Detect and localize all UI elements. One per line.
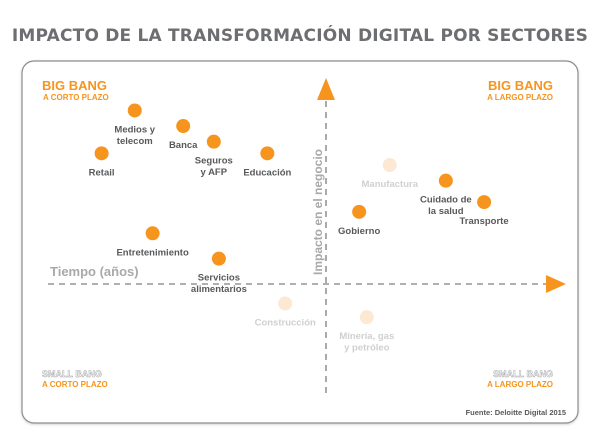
point-gobierno: Gobierno (338, 204, 380, 237)
y-axis-arrow-icon (317, 78, 335, 100)
point-retail: Retail (89, 146, 115, 178)
point-banca: Banca (169, 119, 198, 151)
chart-frame (21, 60, 579, 424)
quadrant-bottom-right-title: SMALL BANG (493, 369, 553, 379)
point-label: Minería, gas (339, 331, 394, 342)
quadrant-top-left-title: BIG BANG (42, 78, 107, 93)
point-label: la salud (428, 206, 464, 217)
point-label: Construcción (255, 318, 316, 329)
scatter-dot (359, 310, 374, 325)
x-axis-label: Tiempo (años) (50, 264, 139, 279)
quadrant-bottom-right-subtitle: A LARGO PLAZO (487, 380, 553, 389)
point-educacion: Educación (243, 146, 292, 178)
point-label: Retail (89, 167, 115, 178)
scatter-dot (278, 296, 293, 311)
point-label: y AFP (201, 167, 228, 178)
quadrant-bottom-left-title: SMALL BANG (42, 369, 102, 379)
point-label: Seguros (195, 156, 233, 167)
point-label: Educación (243, 167, 291, 178)
point-label: Servicios (198, 273, 240, 284)
point-label: alimentarios (191, 284, 247, 295)
scatter-dot (94, 146, 109, 161)
quadrant-labels: BIG BANG A CORTO PLAZO BIG BANG A LARGO … (42, 78, 554, 389)
y-axis-label: Impacto en el negocio (311, 149, 325, 275)
point-label: Transporte (460, 216, 509, 227)
point-label: Manufactura (362, 179, 419, 190)
point-label: Gobierno (338, 226, 380, 237)
quadrant-top-left-subtitle: A CORTO PLAZO (43, 93, 109, 102)
scatter-dot (352, 204, 367, 219)
point-transporte: Transporte (460, 195, 509, 227)
axes: Tiempo (años) Impacto en el negocio (48, 78, 566, 393)
point-label: Medios y (114, 124, 155, 135)
point-label: Entretenimiento (116, 247, 189, 258)
quadrant-top-right-title: BIG BANG (488, 78, 553, 93)
point-manufactura: Manufactura (362, 158, 419, 190)
quadrant-bottom-left-subtitle: A CORTO PLAZO (42, 380, 108, 389)
point-construccion: Construcción (255, 296, 316, 329)
scatter-dot (127, 103, 142, 118)
source-note: Fuente: Deloitte Digital 2015 (466, 408, 566, 417)
scatter-dot (176, 119, 191, 134)
scatter-dot (206, 134, 221, 149)
chart-title: IMPACTO DE LA TRANSFORMACIÓN DIGITAL POR… (11, 26, 589, 46)
point-label: y petróleo (344, 343, 390, 354)
point-label: telecom (117, 136, 153, 147)
point-label: Cuidado de (420, 195, 472, 206)
scatter-dot (477, 195, 492, 210)
scatter-dot (438, 173, 453, 188)
point-entretenimiento: Entretenimiento (116, 226, 189, 258)
quadrant-top-right-subtitle: A LARGO PLAZO (487, 93, 553, 102)
x-axis-arrow-icon (546, 275, 566, 293)
scatter-dot (211, 251, 226, 266)
scatter-dot (382, 158, 397, 173)
scatter-dot (260, 146, 275, 161)
point-label: Banca (169, 140, 198, 151)
scatter-dot (145, 226, 160, 241)
